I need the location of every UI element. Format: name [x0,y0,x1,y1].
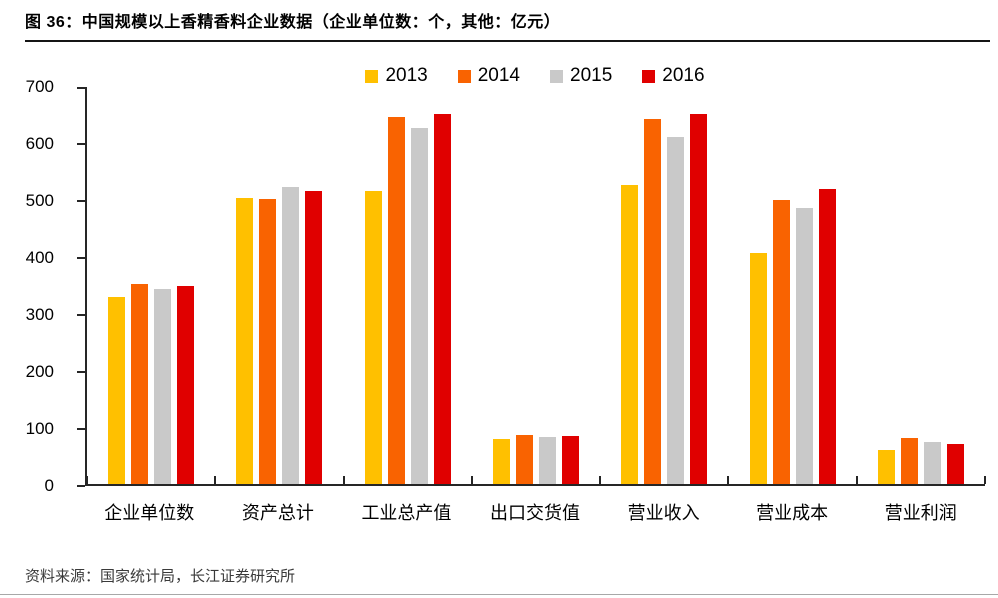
bar-2013-cat3 [364,191,382,484]
bar-groups [87,87,985,484]
y-axis-tick-mark [77,87,85,89]
x-axis-category-label-6: 营业成本 [756,503,829,523]
x-axis-tick-mark [470,476,473,484]
bar-2016-cat3 [433,113,451,484]
figure-title-row: 图 36：中国规模以上香精香料企业数据（企业单位数：个，其他：亿元） [25,8,990,42]
bar-2013-cat1 [108,296,126,484]
bar-2013-cat7 [877,449,895,484]
x-axis-tick-mark [214,476,217,484]
legend-swatch-icon [457,69,471,83]
x-axis-category-label-3: 工业总产值 [361,503,452,523]
bar-2014-cat7 [900,438,918,484]
x-axis-tick-mark [727,476,730,484]
bar-group-3 [344,87,472,484]
x-axis-tick-mark [599,476,602,484]
bar-2014-cat1 [131,284,149,484]
legend-swatch-icon [365,69,379,83]
legend-label: 2015 [570,65,613,86]
y-axis-tick-mark [77,257,85,259]
y-axis-tick-mark [77,143,85,145]
x-axis-category-label-1: 企业单位数 [104,503,195,523]
bar-2015-cat6 [795,208,813,484]
bar-2013-cat5 [621,185,639,484]
x-axis-tick-mark [86,476,88,484]
bar-group-4 [472,87,600,484]
x-axis-category-label-7: 营业利润 [884,503,957,523]
legend-label: 2013 [385,65,428,86]
bar-group-1 [87,87,215,484]
bar-2016-cat7 [946,444,964,484]
legend-swatch-icon [550,69,563,83]
y-axis-tick-mark [77,371,85,373]
bar-group-6 [728,87,856,484]
x-axis-labels: 企业单位数 资产总计 工业总产值 出口交货值 营业收入 营业成本 营业利润 [85,499,985,525]
bar-2015-cat2 [282,187,300,484]
bar-2015-cat7 [923,442,941,484]
y-axis-tick-mark [77,314,85,316]
y-axis-tick-label: 300 [25,305,54,324]
legend-label: 2014 [477,65,520,86]
legend-item-2016: 2016 [642,65,705,87]
y-axis-tick-label: 600 [25,134,54,153]
bar-2015-cat5 [667,137,685,484]
x-axis-tick-mark [855,476,858,484]
legend-item-2013: 2013 [365,65,428,87]
bar-2016-cat6 [818,189,836,484]
x-axis-category-label-5: 营业收入 [627,503,700,523]
legend-label: 2016 [662,65,705,86]
bar-2016-cat5 [690,114,708,484]
bar-group-5 [600,87,728,484]
source-text: 资料来源：国家统计局，长江证券研究所 [25,568,296,585]
bar-group-7 [857,87,985,484]
bar-group-2 [215,87,343,484]
bar-2013-cat4 [492,438,510,484]
bar-2014-cat2 [259,198,277,484]
bar-2014-cat3 [387,116,405,484]
bar-2014-cat6 [772,200,790,484]
bar-2016-cat2 [305,190,323,484]
figure-title: 图 36：中国规模以上香精香料企业数据（企业单位数：个，其他：亿元） [25,14,561,31]
page-bottom-divider [0,594,998,595]
y-axis-labels: 0 100 200 300 400 500 600 700 [0,77,68,495]
bar-2015-cat3 [410,128,428,484]
y-axis-tick-label: 700 [25,77,54,96]
bar-2013-cat6 [749,252,767,484]
y-axis-tick-label: 200 [25,362,54,381]
y-axis-tick-mark [77,485,85,487]
chart-legend: 2013 2014 2015 2016 [85,63,985,89]
x-axis-category-label-4: 出口交货值 [490,503,581,523]
x-axis-tick-mark [342,476,345,484]
x-axis-category-label-2: 资产总计 [241,503,314,523]
legend-item-2014: 2014 [457,65,520,87]
y-axis-tick-label: 500 [25,191,54,210]
legend-swatch-icon [642,69,656,83]
x-axis-tick-mark [984,476,986,484]
y-axis-tick-mark [77,200,85,202]
chart-plot-area [77,87,986,487]
bar-2014-cat4 [515,434,533,484]
y-axis-tick-label: 400 [25,248,54,267]
y-axis-tick-mark [77,428,85,430]
figure-source-row: 资料来源：国家统计局，长江证券研究所 [25,565,295,586]
y-axis-tick-label: 100 [25,419,54,438]
y-axis-tick-label: 0 [44,476,54,495]
bar-2015-cat4 [538,436,556,484]
bar-2014-cat5 [644,119,662,484]
bar-2016-cat4 [561,435,579,484]
legend-item-2015: 2015 [550,65,612,87]
bar-2015-cat1 [154,288,172,484]
bar-2013-cat2 [236,197,254,484]
bar-2016-cat1 [177,285,195,484]
